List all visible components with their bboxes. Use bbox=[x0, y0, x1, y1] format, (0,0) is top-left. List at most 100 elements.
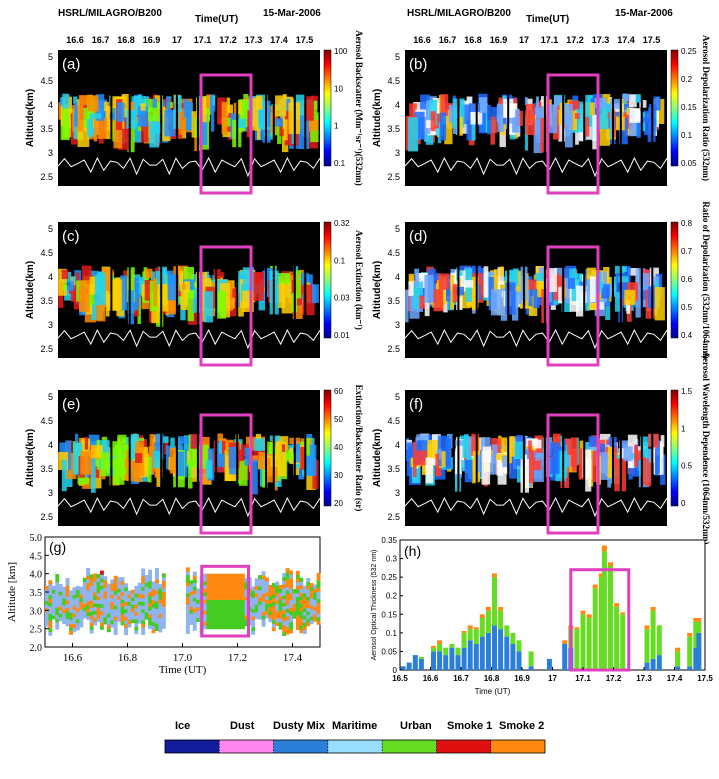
classification-cell bbox=[100, 600, 104, 605]
classification-cell bbox=[72, 612, 77, 618]
classification-cell bbox=[316, 576, 321, 581]
classification-cell bbox=[161, 602, 166, 607]
aot-bar-segment bbox=[516, 640, 522, 652]
colorbar bbox=[323, 221, 332, 339]
aerosol-cell bbox=[92, 115, 102, 128]
altitude-tick-label: 5 bbox=[48, 224, 53, 234]
classification-cell bbox=[65, 589, 70, 594]
classification-cell bbox=[161, 620, 166, 626]
aerosol-cell bbox=[221, 101, 228, 135]
aerosol-cell bbox=[476, 455, 481, 473]
classification-cell bbox=[203, 592, 207, 597]
aerosol-cell bbox=[596, 282, 604, 288]
aerosol-cell bbox=[183, 99, 189, 118]
classification-cell bbox=[203, 584, 207, 589]
aerosol-cell bbox=[508, 436, 515, 457]
aot-bar-segment bbox=[461, 631, 467, 633]
classification-cell bbox=[89, 614, 94, 619]
aerosol-cell bbox=[275, 442, 287, 477]
classification-cell bbox=[258, 578, 262, 583]
classification-cell bbox=[130, 619, 135, 624]
classification-cell bbox=[86, 579, 91, 584]
aerosol-cell bbox=[310, 120, 319, 131]
classification-cell bbox=[185, 567, 190, 572]
classification-cell bbox=[261, 582, 266, 587]
classification-cell bbox=[244, 581, 249, 586]
aerosol-cell bbox=[204, 291, 214, 323]
classification-cell bbox=[65, 600, 70, 605]
classification-cell bbox=[82, 614, 87, 619]
y-tick-label: 0 bbox=[393, 666, 398, 675]
classification-cell bbox=[113, 616, 118, 621]
classification-cell bbox=[161, 580, 166, 585]
classification-cell bbox=[100, 574, 104, 579]
classification-cell bbox=[130, 611, 135, 616]
data-gap bbox=[475, 390, 478, 526]
aerosol-cell bbox=[160, 99, 170, 110]
classification-cell bbox=[216, 603, 221, 608]
aerosol-cell bbox=[87, 119, 94, 138]
data-gap bbox=[543, 390, 546, 526]
classification-cell bbox=[234, 595, 238, 600]
classification-cell bbox=[299, 592, 304, 597]
classification-cell bbox=[282, 617, 287, 622]
classification-cell bbox=[48, 609, 53, 614]
classification-cell bbox=[299, 629, 304, 634]
classification-cell bbox=[285, 619, 290, 624]
classification-cell bbox=[113, 630, 118, 635]
classification-cell bbox=[254, 585, 259, 590]
aerosol-cell bbox=[236, 100, 242, 115]
classification-cell bbox=[244, 596, 249, 601]
aerosol-cell bbox=[182, 283, 186, 290]
aot-bar-segment bbox=[675, 666, 681, 670]
classification-cell bbox=[141, 586, 146, 591]
classification-cell bbox=[103, 620, 108, 625]
classification-cell bbox=[69, 615, 73, 621]
classification-cell bbox=[237, 592, 242, 597]
x-tick-label: 16.5 bbox=[392, 674, 408, 683]
aerosol-cell bbox=[93, 109, 98, 142]
aot-bar-segment bbox=[586, 618, 592, 670]
altitude-tick-label: 4.5 bbox=[40, 248, 53, 258]
classification-cell bbox=[268, 603, 273, 608]
classification-cell bbox=[251, 601, 256, 606]
aerosol-cell bbox=[592, 451, 597, 482]
classification-cell bbox=[100, 614, 104, 619]
y-axis-label: Aerosol Optical Thickness (532 nm) bbox=[371, 550, 378, 661]
classification-cell bbox=[230, 592, 235, 597]
aerosol-cell bbox=[197, 444, 209, 469]
classification-cell bbox=[72, 620, 77, 625]
classification-cell bbox=[299, 596, 304, 601]
aerosol-cell bbox=[438, 273, 450, 290]
aerosol-cell bbox=[568, 268, 575, 289]
x-tick-label: 16.8 bbox=[484, 674, 500, 683]
altitude-tick-label: 4 bbox=[395, 440, 400, 450]
classification-cell bbox=[268, 595, 273, 601]
aerosol-cell bbox=[115, 444, 124, 478]
data-gap bbox=[110, 222, 113, 358]
aerosol-cell bbox=[412, 288, 419, 310]
classification-cell bbox=[196, 606, 201, 611]
classification-cell bbox=[268, 588, 273, 593]
classification-cell bbox=[210, 581, 214, 586]
classification-cell bbox=[244, 618, 249, 623]
classification-cell bbox=[234, 603, 238, 608]
classification-cell bbox=[72, 594, 77, 599]
aerosol-cell bbox=[496, 104, 504, 122]
legend-ice: Ice bbox=[175, 720, 191, 732]
aerosol-cell bbox=[535, 107, 544, 116]
legend-dust: Dust bbox=[230, 720, 255, 732]
classification-cell bbox=[244, 578, 249, 583]
classification-cell bbox=[206, 625, 211, 630]
y-axis-label: Altitude(km) bbox=[372, 261, 383, 319]
classification-cell bbox=[302, 600, 307, 605]
aerosol-cell bbox=[528, 279, 537, 290]
classification-cell bbox=[237, 610, 242, 615]
classification-cell bbox=[45, 622, 49, 627]
classification-cell bbox=[113, 590, 118, 595]
classification-cell bbox=[244, 589, 249, 594]
classification-cell bbox=[185, 578, 190, 583]
top-time-tick-label: 16.8 bbox=[117, 35, 135, 45]
aerosol-cell bbox=[166, 96, 171, 118]
aerosol-cell bbox=[604, 283, 617, 297]
